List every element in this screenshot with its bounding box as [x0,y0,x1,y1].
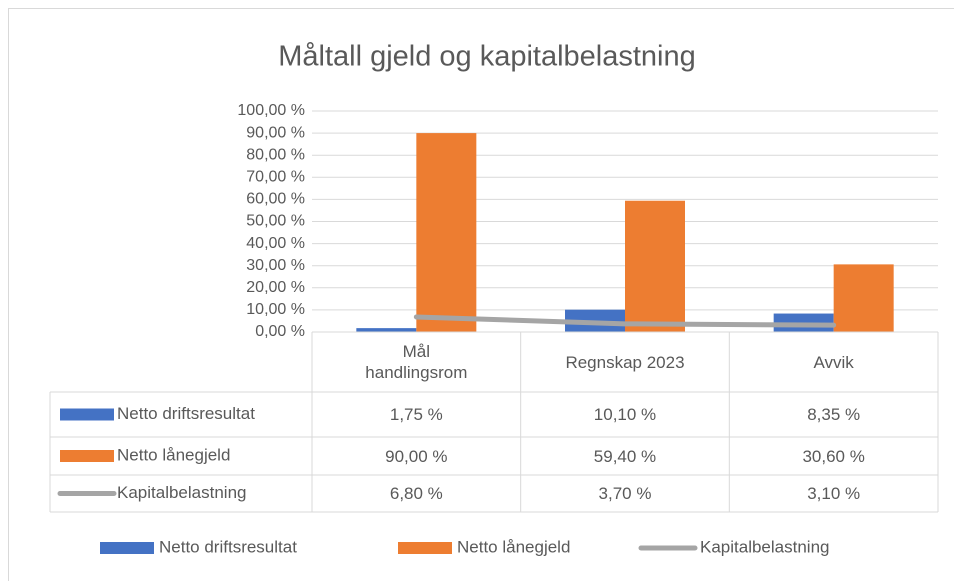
category-label-text: Mål handlingsrom [365,342,468,382]
table-series-name: Netto lånegjeld [117,445,230,464]
category-label-text: Regnskap 2023 [565,352,685,372]
bar [356,328,417,332]
y-tick-label: 60,00 % [246,191,305,208]
table-series-name: Netto driftsresultat [117,404,255,423]
bar [833,264,894,332]
bar [416,133,477,332]
legend-label: Kapitalbelastning [700,537,829,556]
y-tick-label: 50,00 % [246,213,305,230]
table-value-text: 6,80 % [389,484,443,503]
table-value: 90,00 % [312,437,521,475]
table-value-text: 59,40 % [593,446,657,466]
category-label: Regnskap 2023 [521,332,730,392]
legend-key [60,408,114,421]
legend-key [100,542,154,554]
table-value: 59,40 % [521,437,730,475]
table-value-text: 3,10 % [807,484,861,503]
y-tick-label: 20,00 % [246,279,305,296]
table-value-text: 10,10 % [593,405,657,424]
legend-key [398,542,452,554]
category-label: Avvik [729,332,938,392]
table-value: 6,80 % [312,475,521,512]
line-series [413,314,837,328]
y-tick-label: 40,00 % [246,235,305,252]
y-tick-label: 10,00 % [246,301,305,318]
table-value-text: 8,35 % [807,405,861,424]
table-value: 8,35 % [729,392,938,437]
y-tick-label: 90,00 % [246,124,305,141]
table-value-text: 3,70 % [598,484,652,503]
chart-border [8,8,954,581]
table-value-text: 90,00 % [385,446,448,466]
category-label: Mål handlingsrom [312,332,521,392]
bar [625,200,685,332]
y-tick-label: 100,00 % [237,102,305,119]
y-tick-label: 80,00 % [246,146,305,163]
chart-title: Måltall gjeld og kapitalbelastning [278,41,696,73]
legend-key [60,450,114,462]
table-value: 1,75 % [312,392,521,437]
table-value: 10,10 % [521,392,730,437]
category-label-text: Avvik [813,352,854,372]
y-tick-label: 70,00 % [246,169,305,186]
table-value: 3,10 % [729,475,938,512]
table-series-name: Kapitalbelastning [117,483,246,502]
table-value-text: 1,75 % [389,405,443,424]
legend-label: Netto driftsresultat [159,537,297,556]
table-value: 3,70 % [521,475,730,512]
y-tick-label: 30,00 % [246,257,305,274]
y-tick-label: 0,00 % [255,323,305,340]
table-value-text: 30,60 % [802,446,865,466]
legend-label: Netto lånegjeld [457,537,570,556]
table-value: 30,60 % [729,437,938,475]
